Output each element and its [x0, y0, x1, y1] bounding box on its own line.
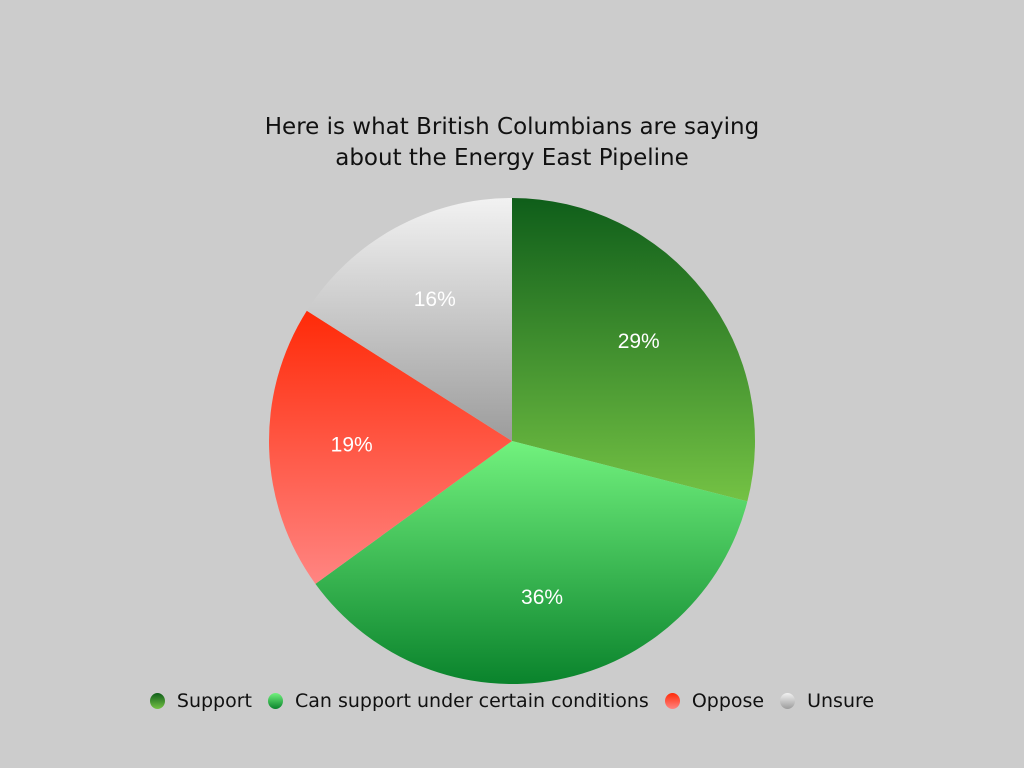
chart-title: Here is what British Columbians are sayi…: [0, 112, 1024, 174]
legend: Support Can support under certain conditi…: [0, 690, 1024, 712]
pie-slice-support: [512, 198, 755, 502]
legend-swatch-oppose: [664, 693, 680, 709]
chart-title-line-1: Here is what British Columbians are sayi…: [264, 114, 760, 140]
legend-item-support: Support: [149, 690, 252, 712]
chart-title-line-2: about the Energy East Pipeline: [335, 145, 689, 171]
data-label-unsure: 16%: [414, 288, 456, 311]
legend-label-support: Support: [176, 690, 252, 712]
legend-label-oppose: Oppose: [691, 690, 765, 712]
legend-swatch-unsure: [780, 693, 796, 709]
legend-item-can-support-under-certain-conditions: Can support under certain conditions: [268, 690, 649, 712]
pie-slice-oppose: [269, 310, 512, 584]
data-label-support: 29%: [618, 330, 660, 353]
legend-label-unsure: Unsure: [807, 690, 875, 712]
data-label-oppose: 19%: [331, 434, 373, 457]
legend-label-can-support-under-certain-conditions: Can support under certain conditions: [295, 690, 649, 712]
legend-swatch-can-support-under-certain-conditions: [268, 693, 283, 709]
legend-swatch-support: [149, 693, 165, 709]
pie-slice-unsure: [306, 198, 512, 441]
pie-slice-can-support-under-certain-conditions: [315, 441, 748, 684]
data-label-can-support-under-certain-conditions: 36%: [521, 586, 563, 609]
legend-item-unsure: Unsure: [780, 690, 874, 712]
legend-item-oppose: Oppose: [664, 690, 765, 712]
